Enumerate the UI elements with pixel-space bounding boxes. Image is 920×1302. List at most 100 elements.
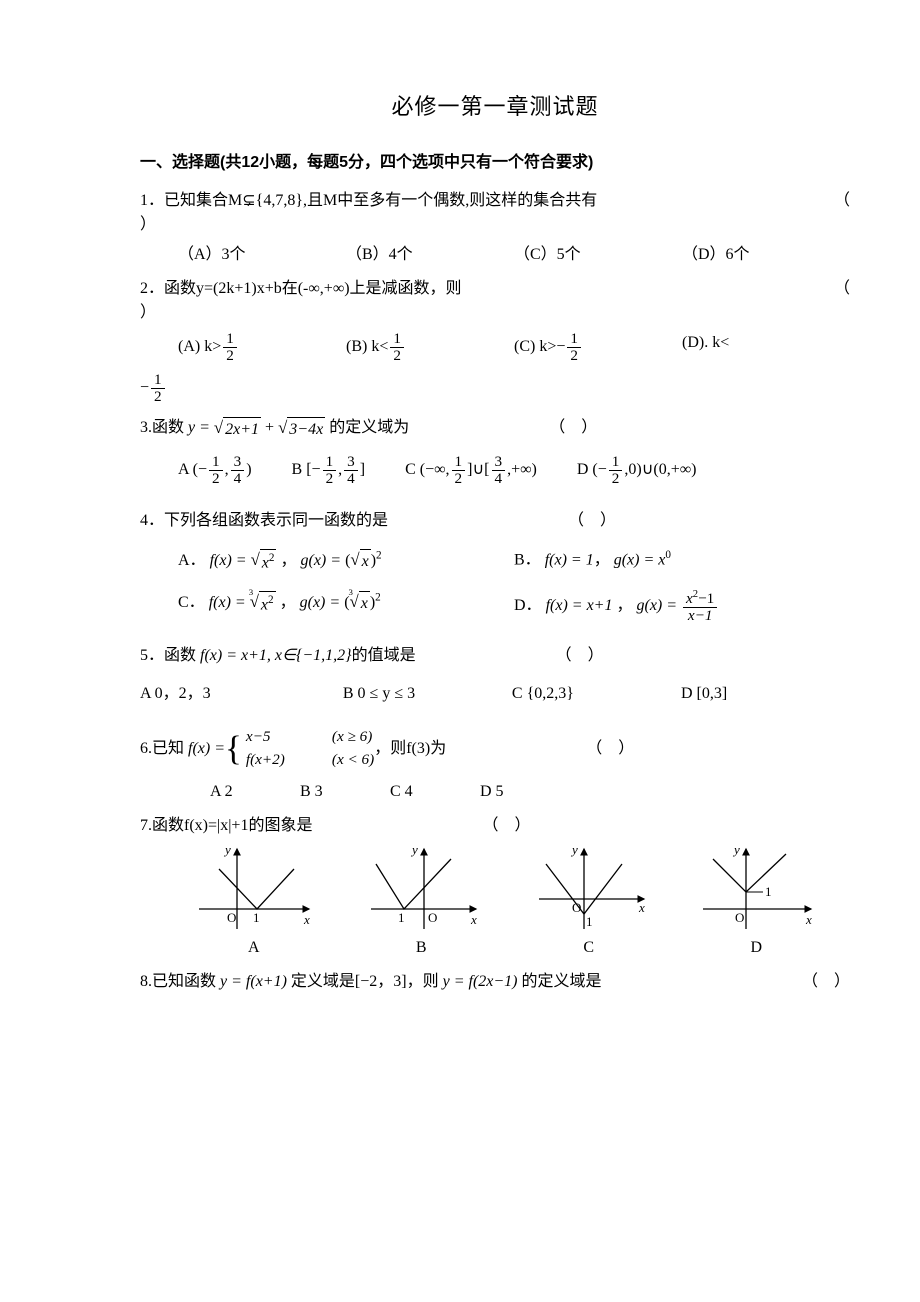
frac-den: 2 bbox=[390, 348, 404, 364]
q1-stem-post: {4,7,8},且M中至多有一个偶数,则这样的集合共有 bbox=[256, 189, 598, 213]
svg-text:O: O bbox=[428, 910, 437, 925]
frac-den: 2 bbox=[209, 471, 223, 487]
q1-paren-open: （ bbox=[814, 189, 850, 213]
plus: + bbox=[265, 416, 274, 440]
q8-mid: 定义域是[−2，3]，则 bbox=[291, 970, 439, 994]
graph-d-svg: y x O 1 bbox=[691, 844, 821, 934]
svg-text:1: 1 bbox=[586, 914, 593, 929]
q2-paren-open: （ bbox=[814, 277, 850, 301]
svg-text:y: y bbox=[410, 844, 418, 857]
question-4: 4．下列各组函数表示同一函数的是 （ ） A． f(x) = x2 ， g(x)… bbox=[140, 509, 850, 624]
q3-opt-b: B [−12,34] bbox=[292, 454, 366, 487]
graph-c-label: C bbox=[524, 936, 654, 960]
sup0: 0 bbox=[665, 549, 671, 561]
brace-icon: { bbox=[225, 733, 242, 765]
q3-paren: （ ） bbox=[549, 416, 597, 440]
frac-num: 1 bbox=[609, 454, 623, 471]
q4-row2: C． f(x) = 3x2 ， g(x) = (3x)2 D． f(x) = x… bbox=[140, 589, 850, 624]
q2-d-pre: (D). k< bbox=[682, 334, 729, 351]
sep: ， bbox=[616, 597, 632, 614]
sqrt-icon: x2 bbox=[251, 547, 277, 575]
svg-text:1: 1 bbox=[253, 910, 260, 925]
svg-text:x: x bbox=[303, 912, 310, 927]
svg-text:O: O bbox=[735, 910, 744, 925]
question-2: 2．函数y=(2k+1)x+b在(-∞,+∞)上是减函数，则 （ ） (A) k… bbox=[140, 277, 850, 405]
q3-opt-d: D (−12,0)∪(0,+∞) bbox=[577, 454, 697, 487]
p2r: (x < 6) bbox=[332, 749, 374, 772]
q8-post: 的定义域是 bbox=[522, 970, 602, 994]
sep: ， bbox=[280, 552, 296, 569]
q1-opt-a: （A）3个 bbox=[178, 243, 346, 267]
question-1: 1．已知集合M⊊{4,7,8},且M中至多有一个偶数,则这样的集合共有 （ ） … bbox=[140, 189, 850, 267]
q2-opt-d: (D). k< bbox=[682, 331, 850, 364]
q7-graphs: y x O 1 A y x O 1 B y bbox=[140, 844, 850, 960]
radicand: 3−4x bbox=[287, 417, 325, 442]
svg-text:x: x bbox=[638, 900, 645, 915]
sup2: 2 bbox=[268, 594, 274, 606]
q1-opt-b: （B）4个 bbox=[346, 243, 514, 267]
q8-y2: y = f(2x−1) bbox=[443, 970, 518, 994]
graph-b-label: B bbox=[356, 936, 486, 960]
q5-options: A 0，2，3 B 0 ≤ y ≤ 3 C {0,2,3} D [0,3] bbox=[140, 682, 850, 706]
q3-options: A (−12,34) B [−12,34] C (−∞,12]∪[34,+∞) … bbox=[140, 454, 850, 487]
frac-den: 2 bbox=[452, 471, 466, 487]
frac-num: 1 bbox=[452, 454, 466, 471]
svg-text:O: O bbox=[227, 910, 236, 925]
q1-stem-pre: 1．已知集合M bbox=[140, 189, 242, 213]
q6-opt-d: D 5 bbox=[480, 780, 570, 804]
q5-xin: , x∈{−1,1,2} bbox=[267, 644, 352, 668]
fx1: f(x) = 1 bbox=[545, 551, 594, 568]
sqrt-icon: x bbox=[350, 547, 370, 574]
q1-opt-c: （C）5个 bbox=[514, 243, 682, 267]
fx: f(x) = bbox=[209, 594, 246, 611]
neg: − bbox=[556, 338, 565, 355]
rbrack: ] bbox=[360, 461, 365, 478]
q2-a-pre: (A) k> bbox=[178, 338, 221, 355]
den: x−1 bbox=[685, 608, 716, 624]
sqrt-icon: 2x+1 bbox=[214, 415, 261, 442]
q8-paren: （ ） bbox=[782, 970, 850, 994]
q3-b-pre: B [ bbox=[292, 461, 312, 478]
q3-c-post: ,+∞) bbox=[507, 461, 537, 478]
svg-text:y: y bbox=[570, 844, 578, 857]
q4-stem: 4．下列各组函数表示同一函数的是 bbox=[140, 509, 388, 533]
q5-paren: （ ） bbox=[556, 644, 604, 668]
graph-b-svg: y x O 1 bbox=[356, 844, 486, 934]
frac-den: 2 bbox=[151, 389, 165, 405]
q6-paren: （ ） bbox=[586, 737, 634, 761]
q8-pre: 8.已知函数 bbox=[140, 970, 216, 994]
graph-c-svg: y x O 1 bbox=[524, 844, 654, 934]
svg-text:y: y bbox=[732, 844, 740, 857]
graph-b: y x O 1 B bbox=[356, 844, 486, 960]
q6-opt-c: C 4 bbox=[390, 780, 480, 804]
x: x bbox=[261, 596, 268, 613]
comma: , bbox=[338, 461, 342, 478]
page-title: 必修一第一章测试题 bbox=[140, 90, 850, 123]
q2-d-cont: −12 bbox=[140, 372, 850, 405]
piecewise: { x−5(x ≥ 6) f(x+2)(x < 6) bbox=[225, 726, 374, 772]
q2-c-pre: (C) k> bbox=[514, 338, 556, 355]
frac-num: 1 bbox=[567, 331, 581, 348]
q6-opt-b: B 3 bbox=[300, 780, 390, 804]
sep: ， bbox=[280, 594, 296, 611]
gx: g(x) = bbox=[636, 597, 677, 614]
q6-options: A 2 B 3 C 4 D 5 bbox=[140, 780, 850, 804]
q8-y1: y = f(x+1) bbox=[220, 970, 287, 994]
frac-num: 1 bbox=[151, 372, 165, 389]
q6-pre: 6.已知 bbox=[140, 737, 184, 761]
p1r: (x ≥ 6) bbox=[332, 726, 372, 749]
graph-a: y x O 1 A bbox=[189, 844, 319, 960]
q7-paren: （ ） bbox=[482, 814, 530, 838]
q6-opt-a: A 2 bbox=[210, 780, 300, 804]
graph-d-label: D bbox=[691, 936, 821, 960]
gx: g(x) = bbox=[614, 551, 655, 568]
frac-den: 4 bbox=[231, 471, 245, 487]
graph-a-label: A bbox=[189, 936, 319, 960]
q5-opt-b: B 0 ≤ y ≤ 3 bbox=[343, 682, 512, 706]
q5-opt-d: D [0,3] bbox=[681, 682, 850, 706]
q5-post: 的值域是 bbox=[352, 644, 416, 668]
q2-opt-b: (B) k<12 bbox=[346, 331, 514, 364]
sup2: 2 bbox=[376, 549, 382, 561]
question-5: 5．函数 f(x) = x+1, x∈{−1,1,2}的值域是 （ ） A 0，… bbox=[140, 644, 850, 706]
sup2: 2 bbox=[269, 552, 275, 564]
